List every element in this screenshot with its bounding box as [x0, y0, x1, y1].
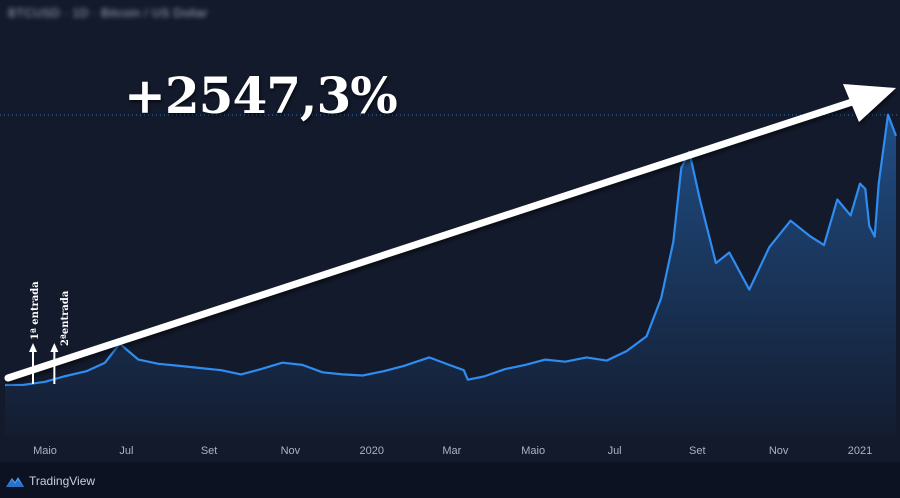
- chart-header-title: BTCUSD · 1D · Bitcoin / US Dollar: [8, 6, 208, 20]
- gain-arrow: [4, 84, 896, 382]
- entry-marker-2: [50, 343, 59, 384]
- entry-arrow-head: [50, 343, 59, 352]
- gain-arrow-head: [843, 84, 896, 122]
- x-tick-label: Nov: [769, 445, 789, 457]
- x-tick-label: Set: [201, 445, 218, 457]
- x-tick-label: Maio: [33, 445, 57, 457]
- brand-name: TradingView: [29, 474, 96, 488]
- entry-arrow-head: [29, 343, 38, 352]
- price-area-fill: [5, 114, 896, 436]
- gain-arrow-shaft: [4, 98, 856, 382]
- tradingview-logo-icon: [6, 476, 24, 487]
- price-line: [4, 113, 898, 387]
- x-tick-label: Jul: [119, 445, 133, 457]
- x-tick-label: 2021: [848, 445, 872, 457]
- x-tick-label: Maio: [521, 445, 545, 457]
- entry-1-label: 1ª entrada: [30, 281, 41, 340]
- x-tick-label: Nov: [281, 445, 301, 457]
- x-tick-label: 2020: [360, 445, 384, 457]
- gain-percent-label: +2547,3%: [124, 66, 398, 125]
- entry-marker-1: [29, 343, 38, 384]
- chart-footer: [0, 462, 900, 498]
- x-tick-label: Set: [689, 445, 706, 457]
- entry-2-label: 2ªentrada: [60, 290, 71, 346]
- x-tick-label: Mar: [442, 445, 461, 457]
- tradingview-brand[interactable]: TradingView: [6, 470, 95, 492]
- x-tick-label: Jul: [608, 445, 622, 457]
